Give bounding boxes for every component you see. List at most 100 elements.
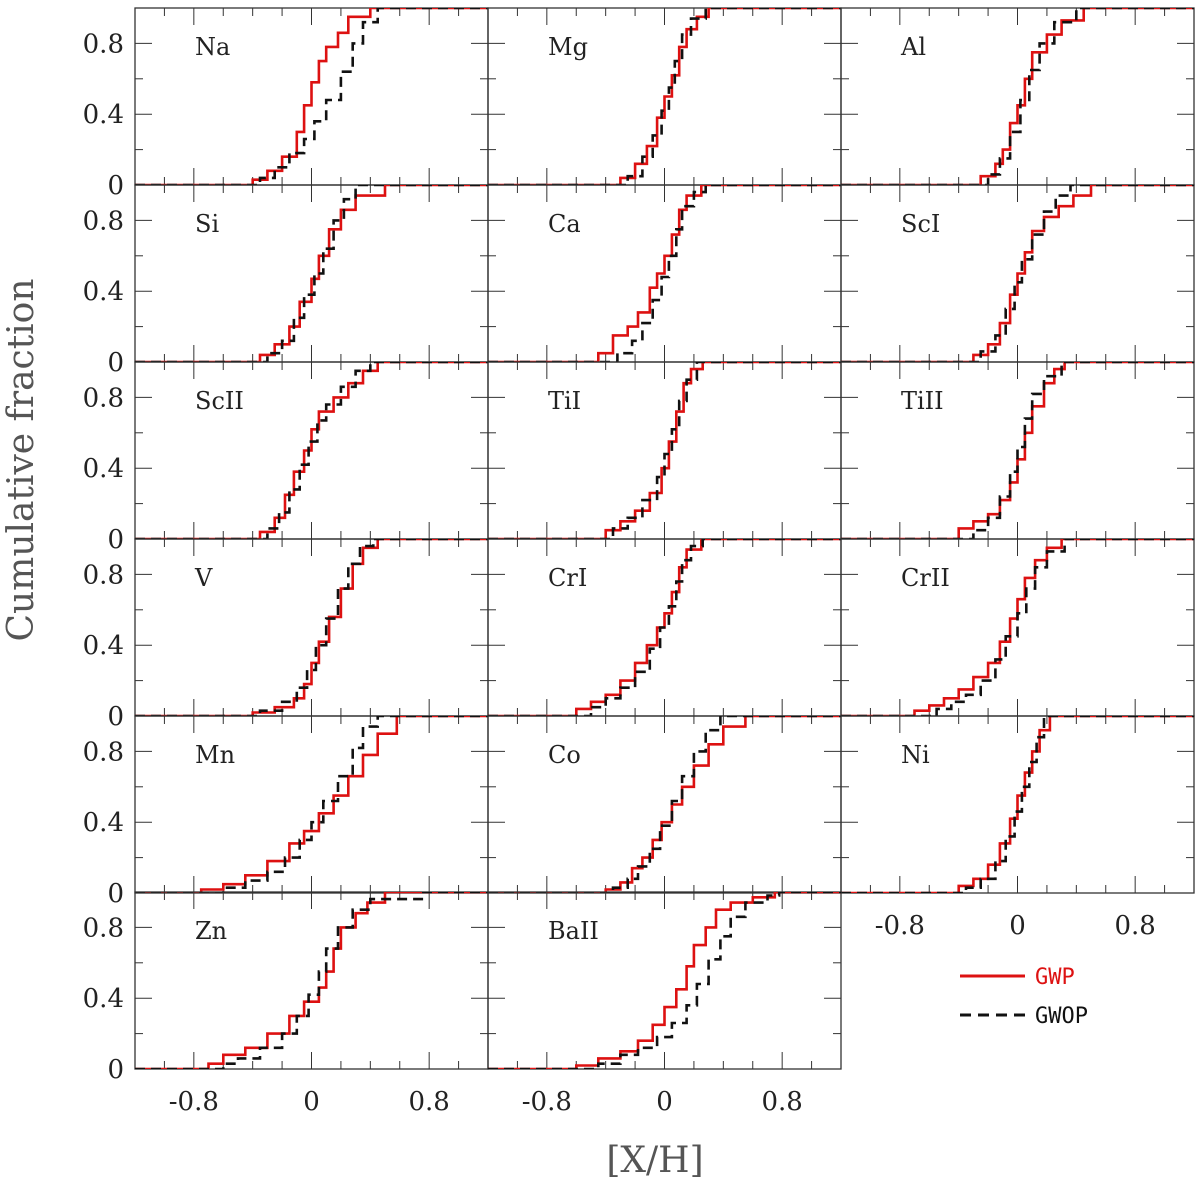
series-group	[488, 539, 841, 716]
legend-gwp-label: GWP	[1035, 965, 1075, 990]
y-tick-label: 0.4	[83, 984, 124, 1014]
y-tick-label: 0.8	[83, 206, 124, 236]
baii-gwop-line	[488, 892, 841, 1069]
series-group	[841, 362, 1194, 539]
series-group	[135, 716, 488, 893]
tii-gwop-line	[488, 362, 841, 539]
panel-frame	[134, 891, 489, 1070]
x-tick-label: 0.8	[1114, 911, 1155, 941]
panel-frame	[487, 891, 842, 1070]
ca-gwp-line	[488, 185, 841, 362]
y-axis-title: Cumulative fraction	[1, 278, 42, 641]
x-tick-label: -0.8	[875, 911, 925, 941]
panel-label-crii: CrII	[901, 564, 950, 592]
series-group	[135, 892, 488, 1069]
panel-crii: CrII	[840, 538, 1195, 717]
v-gwp-line	[135, 539, 488, 716]
panel-ni: Ni	[840, 715, 1195, 894]
mg-gwp-line	[488, 8, 841, 185]
tii-gwp-line	[488, 362, 841, 539]
crii-gwop-line	[841, 539, 1194, 716]
y-tick-label: 0.4	[83, 808, 124, 838]
panel-mg: Mg	[487, 7, 842, 186]
baii-gwp-line	[488, 892, 841, 1069]
panel-frame	[840, 7, 1195, 186]
x-tick-label: 0	[656, 1087, 673, 1117]
series-group	[488, 185, 841, 362]
panel-frame	[134, 538, 489, 717]
na-gwp-line	[135, 8, 488, 185]
panel-zn: Zn	[134, 891, 489, 1070]
panel-na: Na	[134, 7, 489, 186]
mg-gwop-line	[488, 8, 841, 185]
panel-label-ni: Ni	[901, 741, 930, 769]
y-tick-label: 0	[107, 171, 124, 201]
panel-ca: Ca	[487, 184, 842, 363]
y-tick-label: 0	[107, 702, 124, 732]
y-tick-label: 0	[107, 348, 124, 378]
series-group	[135, 539, 488, 716]
co-gwop-line	[488, 716, 841, 893]
panel-baii: BaII	[487, 891, 842, 1070]
legend-gwop-label: GWOP	[1035, 1004, 1088, 1029]
y-tick-label: 0.8	[83, 560, 124, 590]
panel-label-al: Al	[900, 33, 926, 61]
panel-label-tii: TiI	[548, 387, 581, 415]
panel-label-v: V	[194, 564, 213, 592]
x-tick-label: 0	[303, 1087, 320, 1117]
si-gwop-line	[135, 185, 488, 362]
ni-gwp-line	[841, 716, 1194, 893]
series-group	[841, 539, 1194, 716]
x-tick-labels: -0.8 0 0.8 -0.8 0 0.8 -0.8 0 0.8	[169, 911, 1156, 1117]
x-tick-label: 0.8	[408, 1087, 449, 1117]
panel-si: Si	[134, 184, 489, 363]
series-group	[135, 8, 488, 185]
panel-frame	[487, 715, 842, 894]
panel-label-baii: BaII	[548, 917, 599, 945]
y-tick-label: 0.8	[83, 913, 124, 943]
x-tick-label: -0.8	[169, 1087, 219, 1117]
x-tick-label: 0	[1009, 911, 1026, 941]
panel-frame	[134, 184, 489, 363]
panel-label-cri: CrI	[548, 564, 587, 592]
na-gwop-line	[135, 8, 488, 185]
panel-frame	[134, 715, 489, 894]
cri-gwop-line	[488, 539, 841, 716]
series-group	[135, 185, 488, 362]
series-group	[841, 185, 1194, 362]
y-tick-label: 0.4	[83, 277, 124, 307]
tiii-gwp-line	[841, 362, 1194, 539]
tiii-gwop-line	[841, 362, 1194, 539]
series-group	[841, 8, 1194, 185]
y-tick-labels: 0 0.4 0.8 0 0.4 0.8 0 0.4 0.8 0 0.4 0.8 0 0.4 0.8 0 0.4 0…	[83, 29, 124, 1085]
panel-label-si: Si	[195, 210, 219, 238]
series-group	[488, 362, 841, 539]
panels-layer: Na Mg Al Si Ca ScI ScII TiI TiII V CrI CrII Mn Co Ni Zn…	[134, 7, 1195, 1070]
al-gwp-line	[841, 8, 1194, 185]
co-gwp-line	[488, 716, 841, 893]
ca-gwop-line	[488, 185, 841, 362]
panel-frame	[487, 361, 842, 540]
panel-label-scii: ScII	[195, 387, 244, 415]
y-tick-label: 0	[107, 879, 124, 909]
y-tick-label: 0.8	[83, 737, 124, 767]
panel-label-co: Co	[548, 741, 581, 769]
panel-label-ca: Ca	[548, 210, 581, 238]
panel-cri: CrI	[487, 538, 842, 717]
x-tick-label: -0.8	[522, 1087, 572, 1117]
series-group	[841, 716, 1194, 893]
panel-label-zn: Zn	[195, 917, 227, 945]
zn-gwop-line	[135, 892, 488, 1069]
crii-gwp-line	[841, 539, 1194, 716]
panel-co: Co	[487, 715, 842, 894]
al-gwop-line	[841, 8, 1194, 185]
y-tick-label: 0.4	[83, 100, 124, 130]
panel-scii: ScII	[134, 361, 489, 540]
y-tick-label: 0.8	[83, 29, 124, 59]
y-tick-label: 0.8	[83, 383, 124, 413]
mn-gwp-line	[135, 716, 488, 893]
panel-label-tiii: TiII	[901, 387, 944, 415]
panel-label-na: Na	[195, 33, 230, 61]
series-group	[488, 892, 841, 1069]
